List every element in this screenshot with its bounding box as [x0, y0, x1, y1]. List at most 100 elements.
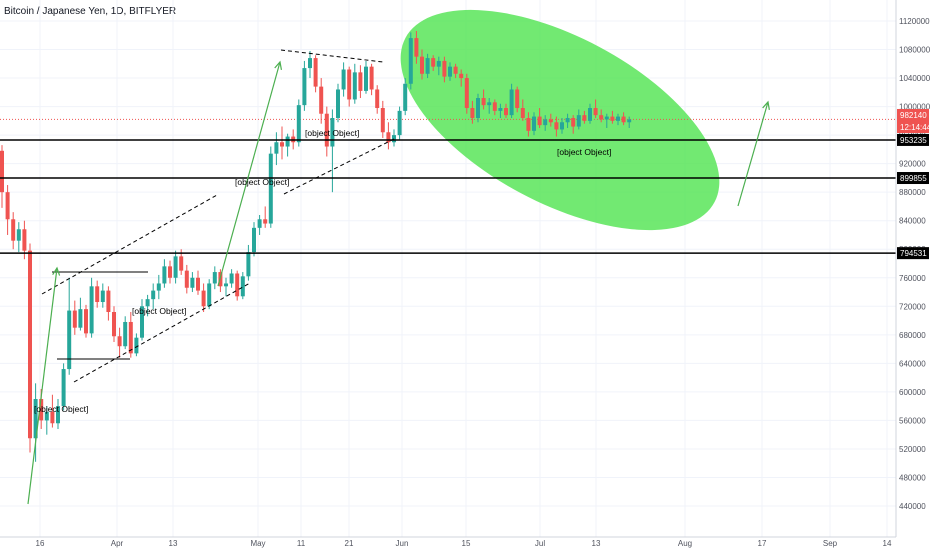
candle-body	[537, 116, 542, 126]
candle-body	[459, 73, 464, 79]
annotation-label: [object Object]	[557, 147, 611, 157]
candle-body	[604, 116, 609, 120]
annotation-label: [object Object]	[235, 177, 289, 187]
candle-body	[470, 108, 475, 118]
candle-body	[380, 108, 385, 133]
candle-body	[576, 115, 581, 127]
candle-body	[408, 38, 413, 84]
price-label-bg	[897, 172, 929, 185]
candle-body	[201, 290, 206, 307]
candle-body	[543, 119, 548, 126]
price-label: 982140	[900, 111, 927, 120]
drawings	[0, 9, 896, 231]
candle-body	[554, 122, 559, 130]
y-tick-label: 760000	[899, 274, 926, 283]
x-tick-label: 16	[36, 539, 45, 548]
candle-body	[448, 66, 452, 77]
impulse-arrow	[27, 267, 58, 505]
candle-body	[196, 277, 200, 291]
y-tick-label: 600000	[899, 388, 926, 397]
x-tick-label: Sep	[823, 539, 838, 548]
candle-body	[106, 290, 111, 312]
y-tick-label: 720000	[899, 302, 926, 311]
candle-body	[33, 399, 38, 439]
candle-body	[526, 118, 531, 131]
chart-title: Bitcoin / Japanese Yen, 1D, BITFLYER	[4, 6, 177, 17]
candle-body	[375, 89, 380, 109]
candle-body	[5, 192, 10, 220]
candle-body	[28, 250, 32, 439]
candle-body	[347, 69, 352, 100]
price-axis: 440000 480000 520000 560000 600000 640000 6800…	[895, 0, 932, 537]
candle-body	[481, 98, 486, 106]
candle-body	[134, 337, 139, 354]
channel-line	[73, 282, 251, 383]
impulse-arrow	[217, 61, 281, 287]
x-tick-label: 14	[883, 539, 892, 548]
candle-body	[22, 229, 27, 251]
candle-body	[274, 142, 279, 154]
candle-body	[16, 229, 21, 241]
candle-body	[100, 290, 105, 303]
price-label-bg	[897, 133, 929, 146]
x-tick-label: Jul	[535, 539, 545, 548]
candle-body	[140, 306, 144, 338]
candle-body	[117, 336, 122, 347]
candle-body	[520, 108, 525, 118]
candle-body	[39, 399, 44, 421]
candle-body	[95, 286, 100, 303]
candle-body	[168, 266, 172, 278]
candle-body	[369, 66, 374, 90]
x-tick-label: 13	[592, 539, 601, 548]
price-label-bg	[897, 109, 929, 121]
x-tick-label: 11	[297, 539, 306, 548]
candle-body	[89, 286, 94, 334]
candle-body	[453, 66, 458, 74]
time-axis: 16 Apr 13 May 11 21 Jun 15 Jul 13 Aug 17 Sep 14	[0, 536, 896, 548]
candle-body	[240, 276, 245, 297]
candle-body	[560, 122, 564, 130]
candle-body	[436, 60, 441, 67]
candle-body	[509, 89, 514, 116]
y-tick-label: 440000	[899, 502, 926, 511]
candle-body	[627, 119, 632, 123]
candle-body	[392, 135, 396, 143]
candle-body	[151, 290, 156, 300]
y-tick-label: 1040000	[899, 74, 931, 83]
candle-body	[341, 69, 346, 90]
candle-body	[67, 310, 72, 370]
candle-body	[492, 102, 497, 111]
candle-body	[414, 38, 419, 57]
arrow-head	[762, 100, 770, 110]
candle-body	[61, 369, 66, 407]
candle-body	[487, 102, 492, 106]
candle-body	[78, 309, 83, 328]
y-tick-label: 680000	[899, 331, 926, 340]
candle-body	[285, 136, 290, 147]
candle-body	[364, 66, 368, 91]
candle-body	[431, 58, 436, 67]
candle-body	[184, 270, 189, 288]
x-tick-label: Aug	[678, 539, 692, 548]
channel-line	[41, 194, 218, 295]
candle-body	[593, 108, 598, 116]
candle-body	[313, 58, 318, 87]
y-tick-label: 640000	[899, 359, 926, 368]
candle-body	[268, 153, 273, 224]
candle-body	[588, 108, 592, 121]
y-tick-label: 1120000	[899, 17, 930, 26]
annotation-label: [object Object]	[305, 128, 359, 138]
candle-body	[420, 56, 424, 74]
correction-ellipse	[400, 9, 720, 231]
y-tick-label: 920000	[899, 160, 926, 169]
candle-body	[336, 89, 340, 118]
candle-body	[56, 406, 60, 424]
candle-body	[11, 219, 16, 241]
candle-body	[224, 283, 228, 287]
candle-body	[280, 142, 284, 147]
candle-body	[571, 118, 576, 127]
candle-body	[548, 119, 553, 123]
y-tick-label: 840000	[899, 217, 926, 226]
arrow-head	[274, 60, 283, 70]
